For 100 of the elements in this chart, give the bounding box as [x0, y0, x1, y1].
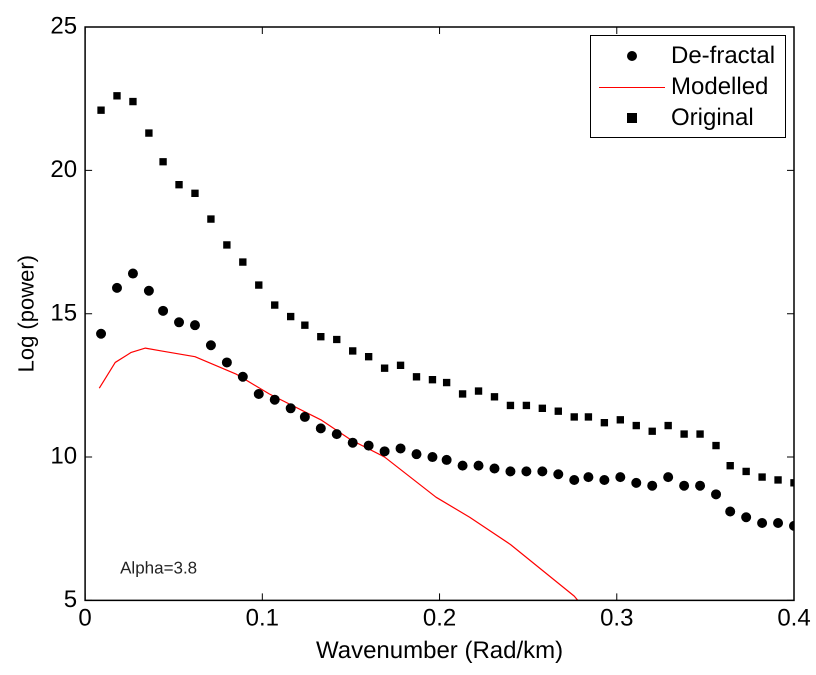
- point: [206, 340, 216, 350]
- point: [271, 301, 278, 309]
- point: [615, 472, 626, 482]
- point: [222, 357, 232, 368]
- point: [695, 480, 706, 491]
- point: [489, 464, 500, 474]
- point: [600, 418, 608, 426]
- point: [144, 286, 154, 296]
- point: [631, 478, 642, 488]
- point: [664, 422, 672, 430]
- point: [174, 317, 184, 328]
- point: [490, 393, 498, 401]
- point: [286, 312, 294, 320]
- point: [97, 106, 105, 114]
- point: [301, 321, 309, 329]
- point: [158, 306, 168, 316]
- point: [554, 407, 562, 415]
- point: [349, 347, 356, 355]
- point: [506, 402, 514, 410]
- point: [332, 429, 342, 440]
- x-axis-title: Wavenumber (Rad/km): [316, 637, 564, 664]
- point: [380, 364, 388, 372]
- y-tick-label: 5: [64, 586, 78, 614]
- x-tick-label: 0: [78, 604, 92, 632]
- x-tick-label: 0.3: [600, 604, 634, 632]
- annotation: Alpha=3.8: [120, 558, 198, 578]
- point: [537, 466, 548, 476]
- point: [364, 353, 372, 360]
- point: [696, 430, 704, 438]
- legend-label: Modelled: [671, 72, 768, 102]
- point: [396, 443, 406, 454]
- point: [317, 332, 324, 340]
- point: [129, 98, 137, 106]
- point: [159, 158, 167, 166]
- point: [757, 518, 768, 528]
- point: [396, 362, 404, 369]
- point: [773, 518, 784, 528]
- point: [348, 438, 358, 448]
- point: [238, 372, 248, 382]
- y-tick-label: 20: [50, 156, 78, 183]
- point: [474, 460, 484, 471]
- point: [128, 268, 138, 279]
- point: [680, 430, 688, 438]
- point: [223, 241, 231, 249]
- legend-label: Original: [671, 103, 754, 133]
- point: [741, 512, 752, 522]
- y-axis-title: Log (power): [13, 255, 38, 372]
- point: [190, 320, 200, 330]
- point: [191, 190, 199, 197]
- point: [112, 282, 122, 293]
- x-tick-label: 0.2: [422, 604, 456, 632]
- point: [774, 476, 782, 484]
- point: [521, 466, 532, 476]
- point: [113, 92, 121, 100]
- point: [726, 462, 734, 470]
- point: [599, 474, 610, 485]
- point: [412, 373, 420, 380]
- point: [711, 489, 722, 500]
- y-tick-label: 15: [50, 299, 78, 326]
- point: [364, 440, 374, 451]
- point: [758, 473, 766, 481]
- y-tick-label: 25: [50, 12, 78, 40]
- point: [270, 394, 280, 405]
- point: [522, 402, 530, 410]
- point: [583, 472, 594, 482]
- point: [316, 423, 326, 434]
- point: [254, 388, 264, 399]
- point: [648, 428, 656, 435]
- point: [442, 454, 452, 465]
- point: [647, 480, 658, 491]
- legend-label: De-fractal: [671, 41, 776, 71]
- point: [300, 412, 310, 422]
- point: [255, 281, 262, 289]
- point: [712, 442, 720, 450]
- point: [569, 474, 580, 485]
- point: [286, 403, 296, 414]
- point: [380, 446, 390, 456]
- point: [145, 129, 153, 137]
- point: [207, 215, 215, 223]
- point: [442, 378, 450, 386]
- point: [584, 413, 592, 421]
- point: [412, 449, 422, 460]
- point: [663, 472, 674, 482]
- point: [175, 181, 183, 188]
- point: [679, 480, 690, 491]
- point: [742, 468, 750, 476]
- point: [553, 469, 564, 480]
- point: [96, 328, 106, 339]
- point: [616, 416, 624, 424]
- y-tick-label: 10: [50, 442, 78, 470]
- point: [458, 390, 466, 398]
- point: [458, 460, 468, 471]
- point: [239, 258, 247, 266]
- point: [632, 422, 640, 430]
- point: [427, 452, 438, 462]
- point: [538, 404, 546, 412]
- point: [505, 466, 516, 476]
- point: [333, 336, 340, 344]
- point: [570, 413, 578, 421]
- x-tick-label: 0.4: [777, 604, 811, 632]
